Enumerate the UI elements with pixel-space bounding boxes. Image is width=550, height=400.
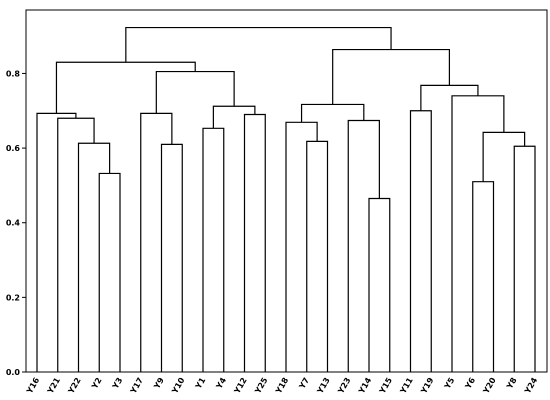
leaf-label: Y15 (377, 376, 394, 396)
leaf-label: Y5 (442, 376, 456, 392)
dendrogram-link (125, 26, 392, 63)
dendrogram-link (482, 131, 526, 182)
dendrogram-link (98, 172, 121, 372)
leaf-label: Y25 (253, 376, 270, 396)
leaf-label: Y14 (357, 376, 374, 396)
leaf-label: Y12 (232, 376, 249, 396)
leaf-label: Y22 (66, 376, 83, 396)
dendrogram-link (332, 48, 451, 105)
leaf-label: Y4 (214, 376, 228, 392)
dendrogram-link (77, 142, 111, 372)
y-tick-label: 0.6 (6, 144, 21, 153)
dendrogram-link (451, 95, 505, 372)
dendrogram-link (36, 112, 77, 372)
leaf-label: Y20 (481, 376, 498, 396)
y-tick-label: 0.4 (6, 219, 21, 228)
leaf-label: Y16 (25, 376, 42, 396)
dendrogram-link (155, 70, 235, 114)
y-tick-label: 0.2 (6, 293, 20, 302)
dendrogram-link (140, 112, 173, 372)
dendrogram-link (300, 103, 365, 123)
y-tick-label: 0.0 (6, 368, 21, 377)
dendrogram-link (212, 105, 256, 129)
dendrogram-link (55, 61, 196, 114)
leaf-label: Y7 (297, 376, 311, 391)
dendrogram-link (420, 84, 479, 111)
dendrogram-link (513, 145, 536, 372)
dendrogram-link (368, 197, 391, 372)
dendrogram-link (347, 119, 380, 372)
leaf-label: Y13 (315, 376, 332, 396)
leaf-label: Y11 (398, 376, 415, 396)
leaf-label: Y21 (45, 376, 62, 396)
leaf-label: Y19 (419, 376, 436, 396)
dendrogram-link (243, 113, 266, 372)
leaf-label: Y9 (152, 376, 166, 392)
dendrogram-link (285, 121, 318, 372)
dendrogram-link (202, 127, 225, 372)
leaf-label: Y3 (110, 376, 124, 391)
dendrogram-link (409, 110, 432, 372)
y-tick-label: 0.8 (6, 69, 21, 78)
leaf-label: Y1 (193, 376, 207, 392)
dendrogram-link (57, 117, 95, 372)
dendrogram-link (306, 140, 329, 372)
dendrogram-link (472, 181, 495, 372)
leaf-label: Y18 (274, 376, 291, 396)
leaf-label: Y8 (505, 376, 519, 392)
leaf-label: Y17 (128, 376, 145, 396)
leaf-label: Y6 (463, 376, 477, 392)
dendrogram-link (160, 143, 183, 372)
leaf-label: Y23 (336, 376, 353, 396)
leaf-label: Y2 (90, 376, 104, 391)
leaf-label: Y10 (170, 376, 187, 396)
leaf-label: Y24 (523, 376, 540, 396)
